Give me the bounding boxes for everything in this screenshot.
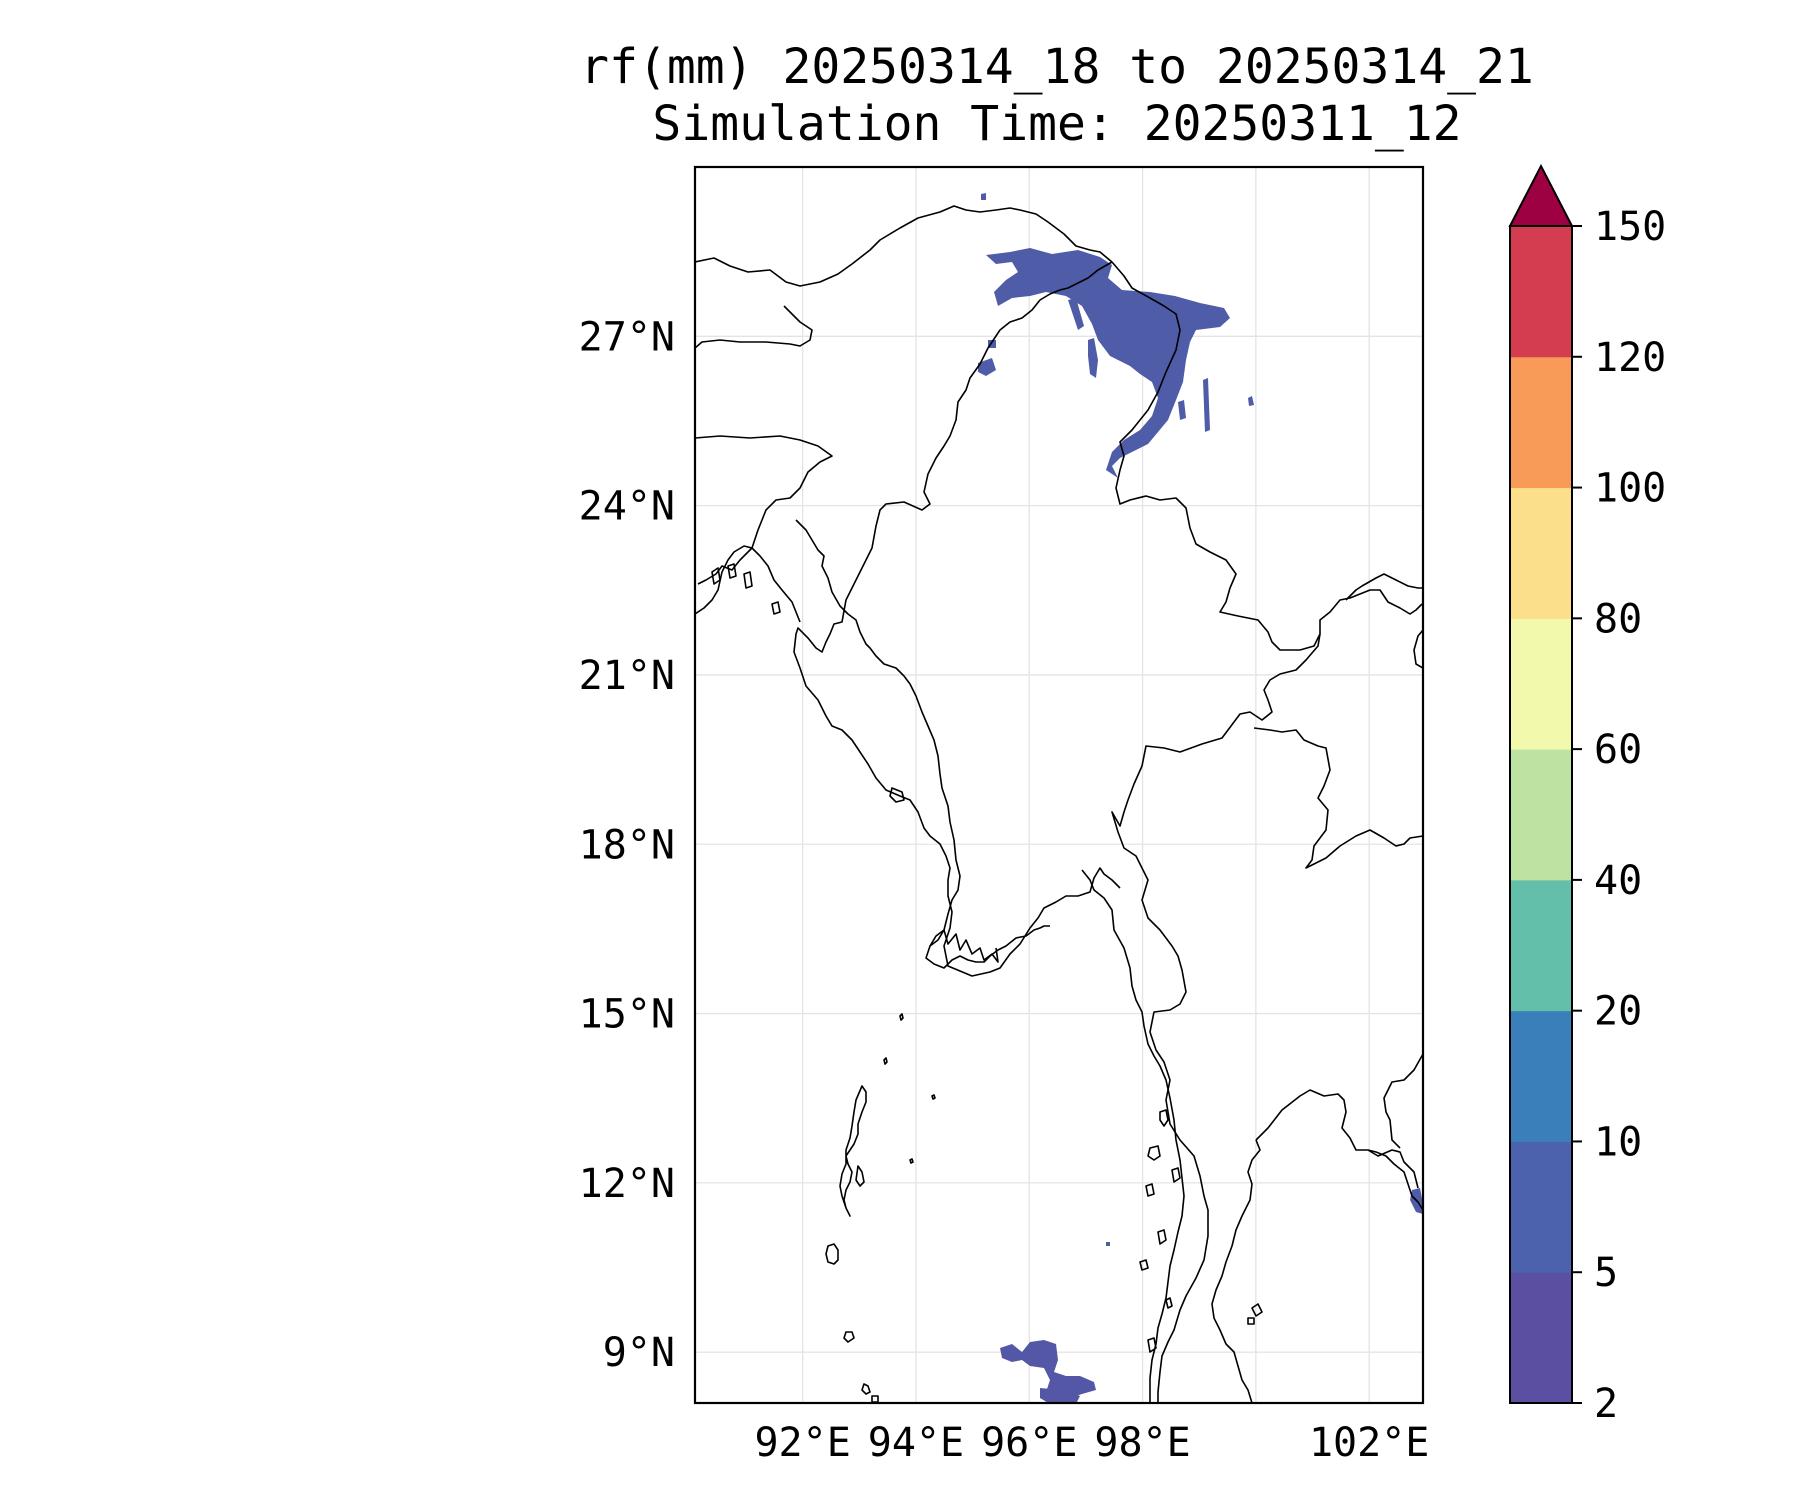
mergui-island-5: [1157, 1229, 1167, 1245]
bangladesh-india-border: [695, 435, 833, 585]
coco-island: [883, 1057, 888, 1065]
colorbar-tick-label: 5: [1594, 1250, 1618, 1296]
map-frame: [693, 165, 1425, 1405]
preparis-island: [899, 1013, 904, 1021]
colorbar-segment: [1510, 1010, 1572, 1142]
colorbar-tick-label: 120: [1594, 335, 1666, 381]
lon-tick-label: 94°E: [868, 1420, 964, 1466]
little-andaman-island: [825, 1243, 839, 1265]
colorbar-tick-label: 150: [1594, 204, 1666, 250]
colorbar-segment: [1510, 487, 1572, 619]
myanmar-china-border: [1111, 261, 1423, 651]
chart-title: rf(mm) 20250314_18 to 20250314_21: [580, 39, 1534, 95]
myanmar-laos-thailand-border: [1111, 633, 1321, 1403]
mergui-island-2: [1147, 1145, 1161, 1161]
andaman-island-middle: [855, 1165, 865, 1187]
colorbar-tick-label: 80: [1594, 596, 1642, 642]
lat-tick-label: 9°N: [603, 1330, 675, 1376]
colorbar-frame: [1509, 225, 1573, 1404]
thailand-west-coast: [1211, 1139, 1261, 1403]
lon-tick-label: 102°E: [1309, 1420, 1429, 1466]
colorbar-segment: [1510, 749, 1572, 881]
vietnam-coast: [1413, 629, 1423, 669]
lat-tick-label: 12°N: [579, 1161, 675, 1207]
colorbar-tick-label: 60: [1594, 727, 1642, 773]
rainfall-patch-north: [986, 248, 1230, 478]
gulf-thailand-coast: [1367, 1149, 1423, 1211]
myanmar-west-border: [793, 261, 1121, 977]
rainfall-layer: [978, 193, 1423, 1403]
colorbar-extend-arrow: [1508, 163, 1574, 227]
rainfall-fleck-1: [978, 358, 996, 376]
coastlines-borders: [695, 205, 1423, 1403]
gridlines: [695, 167, 1423, 1403]
colorbar-segment: [1510, 879, 1572, 1012]
nicobar-island-2: [861, 1383, 871, 1395]
india-bhutan-border: [695, 305, 813, 349]
laos-thailand-border: [1253, 727, 1423, 869]
colorbar-tick-label: 2: [1594, 1381, 1618, 1427]
thailand-south-border: [1255, 1089, 1419, 1189]
lat-tick-label: 15°N: [579, 992, 675, 1038]
rainfall-fleck-4: [1203, 378, 1210, 432]
rainfall-streak-1: [1088, 338, 1098, 378]
barren-island: [909, 1158, 914, 1164]
gulf-island-2: [1247, 1317, 1255, 1325]
colorbar-tick-label: 100: [1594, 466, 1666, 512]
tenasserim-coast: [1081, 869, 1185, 1403]
colorbar-tick-label: 40: [1594, 858, 1642, 904]
colorbar: 2 5 10 20 40 60 80 100 120 150: [1508, 163, 1666, 1427]
nicobar-island-1: [843, 1331, 855, 1343]
chittagong-coast: [751, 547, 801, 623]
chittagong-island: [771, 601, 781, 615]
bangladesh-coast: [695, 545, 753, 615]
cambodia-border: [1383, 1053, 1423, 1149]
narcondam-island: [931, 1094, 936, 1100]
rainfall-fleck-7: [1106, 1242, 1110, 1246]
mergui-island-1: [1159, 1109, 1169, 1127]
longitude-tick-labels: 92°E 94°E 96°E 98°E 102°E: [754, 1420, 1429, 1466]
lon-tick-label: 96°E: [981, 1420, 1077, 1466]
colorbar-tick-label: 20: [1594, 989, 1642, 1035]
colorbar-tick-label: 10: [1594, 1119, 1642, 1165]
lat-tick-label: 24°N: [579, 484, 675, 530]
colorbar-segment: [1510, 356, 1572, 489]
phuket-island: [1147, 1337, 1157, 1353]
lon-tick-label: 92°E: [754, 1420, 850, 1466]
mergui-island-3: [1171, 1167, 1181, 1183]
map-background: [695, 167, 1423, 1403]
laos-vietnam-border: [1345, 573, 1423, 601]
colorbar-segment: [1510, 1141, 1572, 1273]
rainfall-streak-3: [1068, 298, 1084, 330]
lon-tick-label: 98°E: [1094, 1420, 1190, 1466]
rainfall-patch-andaman-1: [1000, 1340, 1096, 1398]
cheduba-island: [889, 787, 905, 803]
myanmar-coast-west: [795, 519, 1050, 969]
mergui-island-4: [1145, 1183, 1155, 1197]
rainfall-patch-andaman-2: [1040, 1388, 1080, 1403]
colorbar-segment: [1510, 1272, 1572, 1404]
irrawaddy-delta: [929, 929, 999, 963]
andaman-island-north: [839, 1085, 867, 1217]
rainfall-streak-2: [1118, 318, 1126, 348]
mergui-island-6: [1139, 1259, 1149, 1271]
chart-subtitle: Simulation Time: 20250311_12: [652, 96, 1461, 152]
lat-tick-label: 21°N: [579, 653, 675, 699]
lat-tick-label: 27°N: [579, 314, 675, 360]
colorbar-segment: [1510, 226, 1572, 358]
map-panel: [693, 165, 1425, 1405]
latitude-tick-labels: 27°N 24°N 21°N 18°N 15°N 12°N 9°N: [579, 314, 675, 1376]
rainfall-fleck-5: [1248, 396, 1254, 406]
india-china-border: [695, 205, 1113, 287]
rainfall-fleck-6: [1178, 400, 1186, 420]
gulf-island-1: [1251, 1303, 1263, 1317]
mergui-island-7: [1165, 1297, 1173, 1309]
colorbar-segment: [1510, 618, 1572, 750]
lat-tick-label: 18°N: [579, 822, 675, 868]
rainfall-fleck-3: [981, 193, 986, 200]
